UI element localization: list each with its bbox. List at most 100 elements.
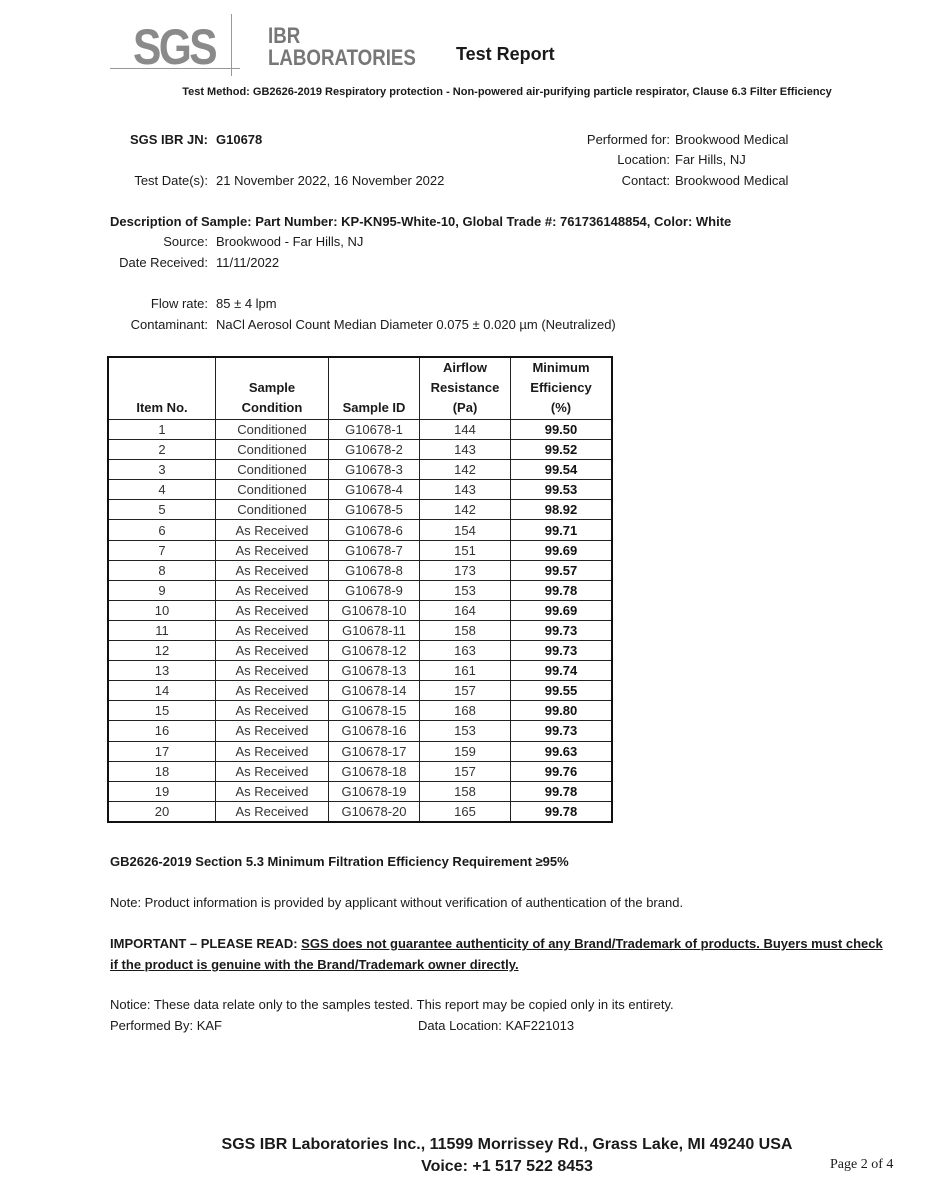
airflow-resistance-cell: 142 — [419, 499, 511, 521]
table-row: 6 As Received G10678-6 154 99.71 — [107, 519, 613, 541]
important-notice: IMPORTANT – PLEASE READ: SGS does not gu… — [110, 936, 883, 951]
minimum-efficiency-cell: 99.76 — [510, 760, 613, 782]
contaminant-value: NaCl Aerosol Count Median Diameter 0.075… — [216, 317, 616, 332]
airflow-resistance-cell: 168 — [419, 700, 511, 722]
item-no-cell: 15 — [107, 700, 216, 722]
airflow-resistance-cell: 173 — [419, 559, 511, 581]
sample-id-cell: G10678-8 — [328, 559, 420, 581]
footer-address: SGS IBR Laboratories Inc., 11599 Morriss… — [221, 1136, 793, 1153]
performed-for-value: Brookwood Medical — [675, 132, 789, 147]
minimum-efficiency-cell: 99.69 — [510, 599, 613, 621]
location-value: Far Hills, NJ — [675, 152, 746, 167]
airflow-resistance-cell: 164 — [419, 599, 511, 621]
table-row: 14 As Received G10678-14 157 99.55 — [107, 680, 613, 702]
requirement-text: GB2626-2019 Section 5.3 Minimum Filtrati… — [110, 854, 569, 869]
sample-condition-cell: Conditioned — [215, 499, 329, 521]
airflow-resistance-cell: 165 — [419, 800, 511, 823]
logo-divider — [110, 68, 240, 69]
important-prefix: IMPORTANT – PLEASE READ: — [110, 936, 302, 951]
sample-id-cell: G10678-5 — [328, 499, 420, 521]
sample-id-cell: G10678-11 — [328, 619, 420, 642]
column-header: Item No. — [107, 356, 216, 420]
minimum-efficiency-cell: 99.78 — [510, 780, 613, 802]
airflow-resistance-cell: 143 — [419, 439, 511, 461]
table-row: 1 Conditioned G10678-1 144 99.50 — [107, 418, 613, 441]
airflow-resistance-cell: 157 — [419, 680, 511, 702]
sample-id-cell: G10678-17 — [328, 740, 420, 762]
airflow-resistance-cell: 163 — [419, 640, 511, 662]
sample-condition-cell: As Received — [215, 640, 329, 662]
airflow-resistance-cell: 154 — [419, 519, 511, 541]
column-header: Minimum Efficiency (%) — [510, 356, 613, 420]
table-row: 3 Conditioned G10678-3 142 99.54 — [107, 459, 613, 481]
source-label: Source: — [163, 234, 208, 249]
sample-condition-cell: Conditioned — [215, 439, 329, 461]
test-dates-value: 21 November 2022, 16 November 2022 — [216, 173, 445, 188]
table-row: 16 As Received G10678-16 153 99.73 — [107, 720, 613, 742]
ibr-laboratories-logo: IBR LABORATORIES — [268, 25, 416, 69]
footer-voice: Voice: +1 517 522 8453 — [421, 1158, 593, 1175]
jn-value: G10678 — [216, 132, 263, 147]
sample-id-cell: G10678-18 — [328, 760, 420, 782]
sample-id-cell: G10678-14 — [328, 680, 420, 702]
sample-condition-cell: As Received — [215, 740, 329, 762]
item-no-cell: 16 — [107, 720, 216, 742]
airflow-resistance-cell: 143 — [419, 479, 511, 501]
table-row: 4 Conditioned G10678-4 143 99.53 — [107, 479, 613, 501]
performed-for-label: Performed for: — [586, 132, 670, 147]
column-header: Sample ID — [328, 356, 420, 420]
contact-label: Contact: — [621, 173, 670, 188]
minimum-efficiency-cell: 99.73 — [510, 619, 613, 642]
sample-condition-cell: As Received — [215, 599, 329, 621]
item-no-cell: 13 — [107, 660, 216, 682]
item-no-cell: 9 — [107, 579, 216, 601]
report-title: Test Report — [456, 44, 555, 64]
column-header: Airflow Resistance (Pa) — [419, 356, 511, 420]
flow-rate-value: 85 ± 4 lpm — [216, 296, 277, 311]
minimum-efficiency-cell: 99.73 — [510, 640, 613, 662]
airflow-resistance-cell: 157 — [419, 760, 511, 782]
sample-id-cell: G10678-4 — [328, 479, 420, 501]
table-row: 10 As Received G10678-10 164 99.69 — [107, 599, 613, 621]
sample-condition-cell: As Received — [215, 720, 329, 742]
contact-value: Brookwood Medical — [675, 173, 789, 188]
table-row: 13 As Received G10678-13 161 99.74 — [107, 660, 613, 682]
minimum-efficiency-cell: 98.92 — [510, 499, 613, 521]
test-dates-label: Test Date(s): — [134, 173, 208, 188]
airflow-resistance-cell: 158 — [419, 619, 511, 642]
minimum-efficiency-cell: 99.54 — [510, 459, 613, 481]
column-header-line: (%) — [550, 400, 572, 415]
column-header-line: Resistance — [430, 380, 500, 395]
results-table: Item No. Sample Condition Sample ID Airflow R… — [107, 356, 613, 823]
date-received-label: Date Received: — [119, 255, 208, 270]
sample-condition-cell: Conditioned — [215, 418, 329, 441]
table-row: 18 As Received G10678-18 157 99.76 — [107, 760, 613, 782]
column-header-line: Condition — [241, 400, 303, 415]
minimum-efficiency-cell: 99.55 — [510, 680, 613, 702]
logo-ibr-text: IBR — [268, 23, 301, 48]
column-header: Sample Condition — [215, 356, 329, 420]
airflow-resistance-cell: 153 — [419, 579, 511, 601]
logo-labs-text: LABORATORIES — [268, 45, 416, 70]
sample-id-cell: G10678-12 — [328, 640, 420, 662]
item-no-cell: 6 — [107, 519, 216, 541]
important-line-2: if the product is genuine with the Brand… — [110, 957, 519, 972]
minimum-efficiency-cell: 99.78 — [510, 800, 613, 823]
flow-rate-label: Flow rate: — [150, 296, 208, 311]
location-label: Location: — [617, 152, 670, 167]
jn-label: SGS IBR JN: — [129, 132, 208, 147]
item-no-cell: 18 — [107, 760, 216, 782]
column-header-line: Item No. — [136, 400, 188, 415]
airflow-resistance-cell: 161 — [419, 660, 511, 682]
minimum-efficiency-cell: 99.78 — [510, 579, 613, 601]
sample-id-cell: G10678-9 — [328, 579, 420, 601]
sample-id-cell: G10678-13 — [328, 660, 420, 682]
item-no-cell: 11 — [107, 619, 216, 642]
table-row: 9 As Received G10678-9 153 99.78 — [107, 579, 613, 601]
sample-description: Description of Sample: Part Number: KP-K… — [110, 214, 732, 229]
column-header-line: Sample — [248, 380, 296, 395]
minimum-efficiency-cell: 99.69 — [510, 539, 613, 561]
data-location: Data Location: KAF221013 — [418, 1018, 575, 1033]
item-no-cell: 19 — [107, 780, 216, 802]
notice-text: Notice: These data relate only to the sa… — [110, 997, 674, 1012]
